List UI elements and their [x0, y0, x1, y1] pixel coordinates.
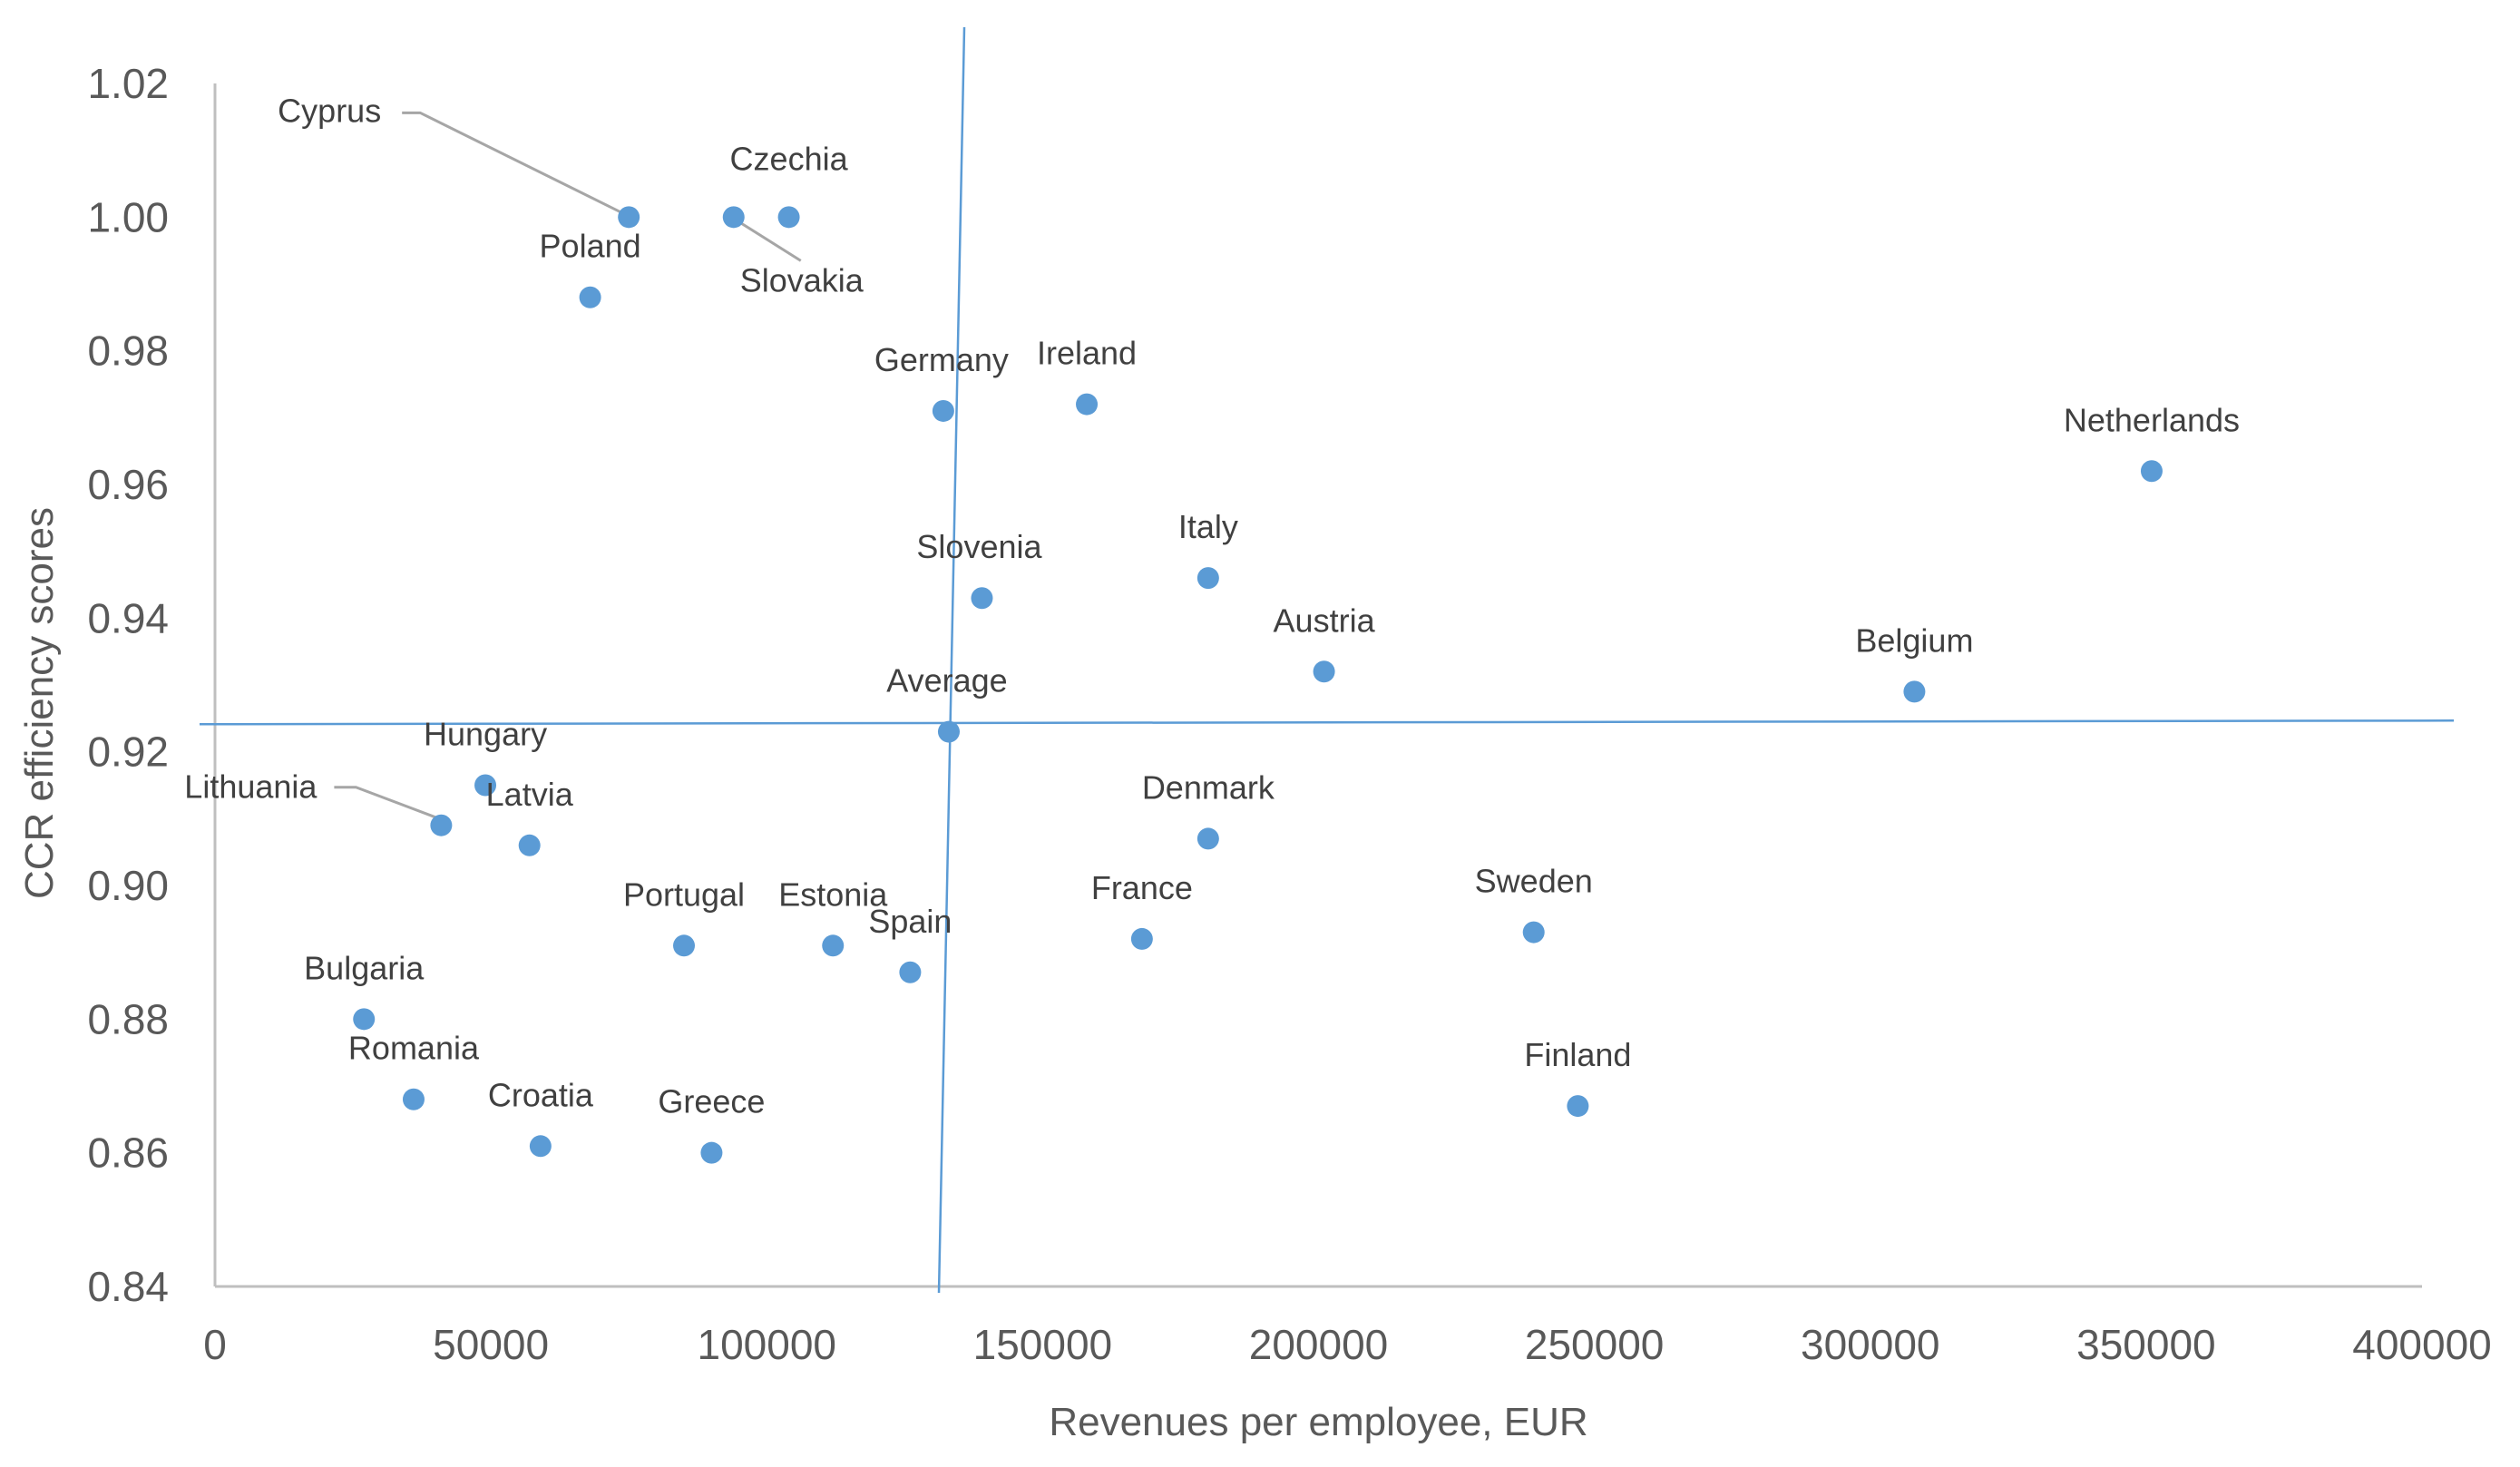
- y-tick-label: 1.00: [87, 193, 169, 240]
- y-tick-label: 0.94: [87, 594, 169, 641]
- y-tick-label: 0.90: [87, 862, 169, 909]
- data-point-hungary: [474, 774, 497, 797]
- data-point-italy: [1197, 567, 1219, 590]
- point-label-netherlands: Netherlands: [2064, 401, 2240, 438]
- data-point-austria: [1313, 660, 1335, 683]
- point-label-romania: Romania: [348, 1030, 480, 1067]
- y-tick-label: 0.98: [87, 328, 169, 375]
- point-label-france: France: [1091, 869, 1193, 906]
- data-point-france: [1130, 927, 1153, 950]
- x-tick-label: 50000: [433, 1321, 549, 1368]
- point-label-spain: Spain: [868, 903, 952, 940]
- x-tick-label: 400000: [2352, 1321, 2492, 1368]
- point-label-denmark: Denmark: [1142, 768, 1275, 806]
- y-tick-label: 0.96: [87, 461, 169, 508]
- data-point-croatia: [529, 1135, 552, 1158]
- point-label-croatia: Croatia: [488, 1076, 594, 1113]
- leader-line-lithuania: [334, 786, 438, 820]
- point-label-italy: Italy: [1178, 508, 1238, 545]
- data-point-bulgaria: [353, 1008, 376, 1031]
- axes: [213, 83, 2422, 1288]
- point-label-average: Average: [886, 662, 1007, 699]
- y-tick-label: 0.84: [87, 1263, 169, 1310]
- data-point-belgium: [1903, 680, 1926, 703]
- data-point-cyprus: [618, 206, 640, 229]
- data-point-lithuania: [430, 814, 453, 836]
- point-label-cyprus: Cyprus: [278, 92, 381, 129]
- x-tick-label: 200000: [1249, 1321, 1389, 1368]
- data-point-portugal: [673, 934, 696, 957]
- point-label-finland: Finland: [1524, 1036, 1631, 1073]
- data-point-sweden: [1522, 921, 1545, 944]
- point-label-germany: Germany: [874, 341, 1009, 378]
- x-tick-label: 250000: [1525, 1321, 1665, 1368]
- label-leader-lines: [334, 111, 802, 820]
- y-tick-label: 0.88: [87, 995, 169, 1042]
- point-label-slovenia: Slovenia: [916, 528, 1042, 565]
- point-label-latvia: Latvia: [486, 776, 574, 813]
- data-point-finland: [1567, 1095, 1589, 1118]
- data-point-slovakia: [722, 206, 745, 229]
- leader-line-slovakia: [736, 220, 802, 262]
- data-point-ireland: [1076, 393, 1099, 416]
- point-label-lithuania: Lithuania: [184, 768, 317, 806]
- x-tick-label: 150000: [973, 1321, 1113, 1368]
- data-point-estonia: [822, 934, 845, 957]
- x-tick-label: 0: [203, 1321, 227, 1368]
- leader-line-cyprus: [402, 111, 624, 215]
- y-tick-label: 0.86: [87, 1130, 169, 1177]
- point-label-austria: Austria: [1274, 601, 1376, 639]
- point-label-poland: Poland: [540, 228, 641, 265]
- y-axis-title: CCR efficiency scores: [17, 507, 62, 899]
- x-tick-label: 300000: [1801, 1321, 1940, 1368]
- data-point-spain: [899, 961, 922, 983]
- average-horizontal-line: [199, 719, 2455, 726]
- point-label-estonia: Estonia: [778, 875, 888, 913]
- data-point-greece: [700, 1141, 723, 1164]
- point-label-greece: Greece: [658, 1083, 765, 1120]
- data-point-average: [937, 720, 960, 743]
- x-tick-label: 350000: [2076, 1321, 2216, 1368]
- data-point-germany: [932, 399, 954, 422]
- y-tick-label: 0.92: [87, 729, 169, 776]
- y-tick-label: 1.02: [87, 60, 169, 107]
- x-tick-labels: 0 50000 100000 150000 200000 250000 300000 3500…: [203, 1321, 2492, 1368]
- y-tick-labels: 0.84 0.86 0.88 0.90 0.92 0.94 0.96 0.98 1.00 1.02: [87, 60, 169, 1310]
- data-point-slovenia: [971, 587, 993, 610]
- point-label-sweden: Sweden: [1475, 863, 1593, 900]
- data-point-romania: [402, 1088, 425, 1110]
- point-label-czechia: Czechia: [730, 140, 849, 177]
- x-axis-title: Revenues per employee, EUR: [1049, 1400, 1587, 1444]
- point-label-belgium: Belgium: [1855, 621, 1973, 659]
- point-label-portugal: Portugal: [623, 875, 745, 913]
- point-label-ireland: Ireland: [1037, 335, 1137, 372]
- point-label-bulgaria: Bulgaria: [304, 949, 425, 986]
- average-reference-lines: [199, 26, 2455, 1294]
- point-label-hungary: Hungary: [424, 716, 547, 753]
- data-points: [353, 206, 2163, 1164]
- point-label-slovakia: Slovakia: [740, 261, 864, 298]
- data-point-latvia: [518, 834, 541, 856]
- data-point-poland: [579, 286, 601, 308]
- data-point-czechia: [777, 206, 800, 229]
- x-tick-label: 100000: [698, 1321, 837, 1368]
- data-point-denmark: [1197, 827, 1219, 850]
- average-vertical-line: [937, 26, 966, 1294]
- point-labels: Cyprus Czechia Slovakia Poland Germany Irelan…: [184, 92, 2240, 1120]
- data-point-netherlands: [2140, 460, 2163, 483]
